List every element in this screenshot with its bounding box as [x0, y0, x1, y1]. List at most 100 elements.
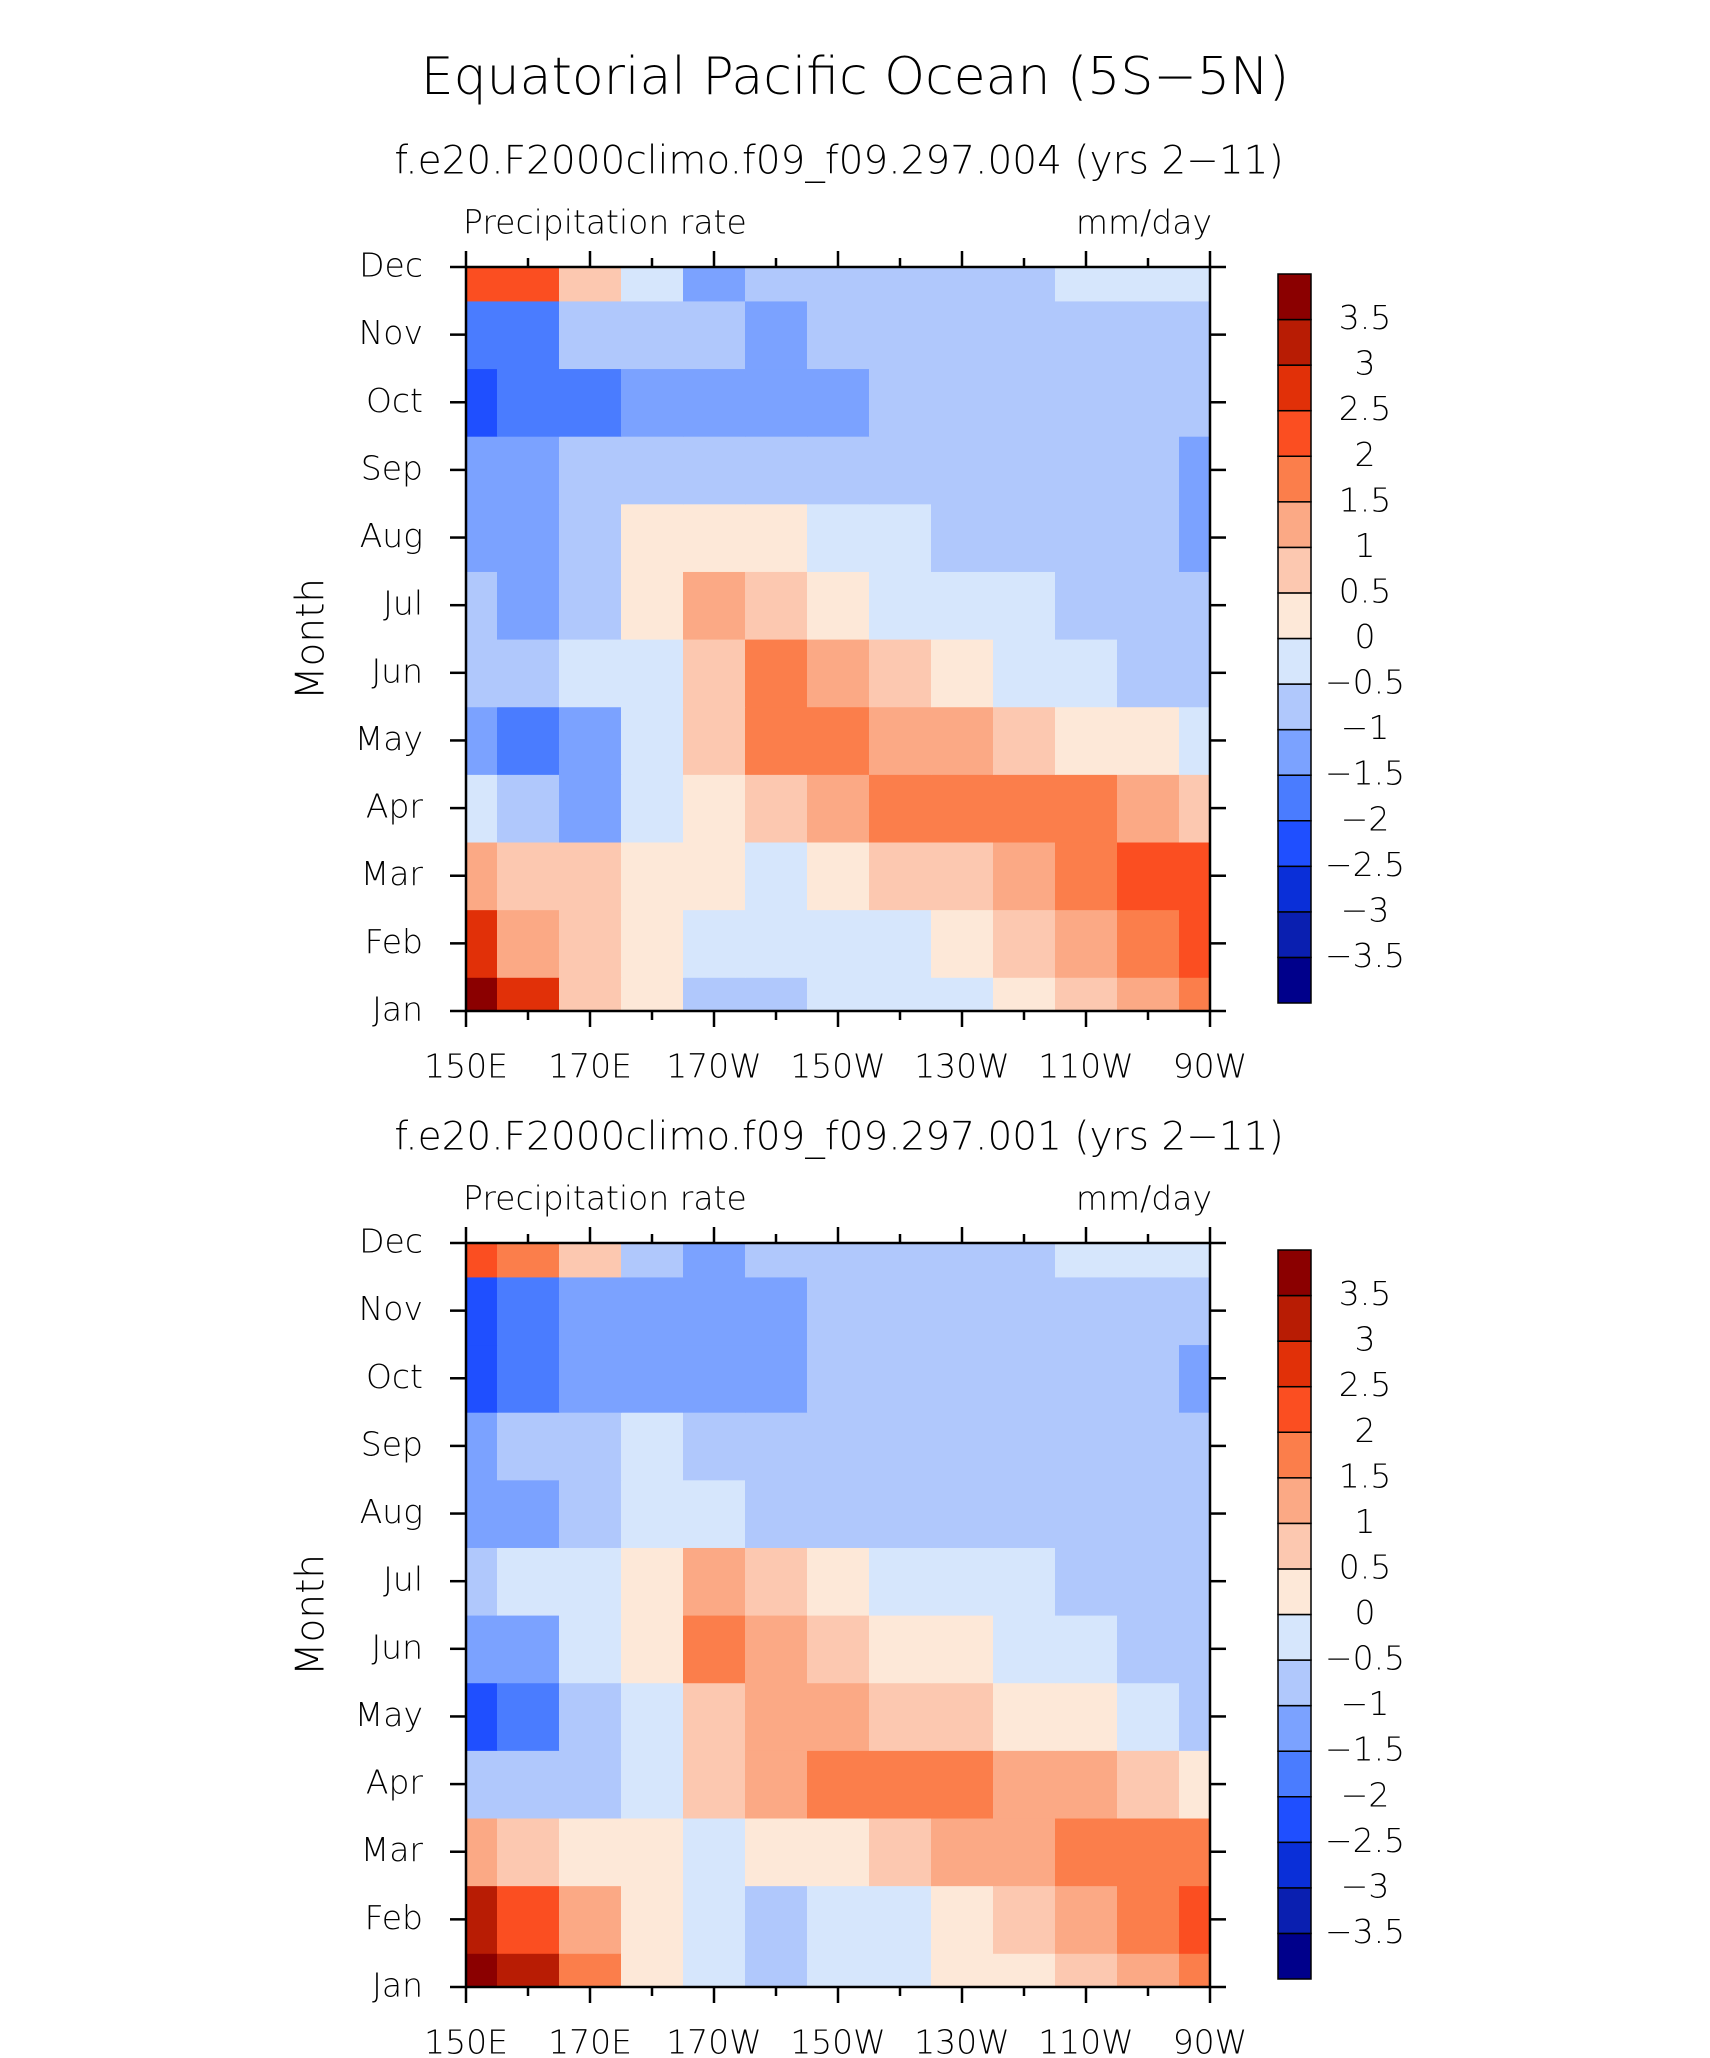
contour-cell [466, 977, 498, 1012]
contour-cell [466, 1953, 498, 1988]
colorbar-box [1277, 1340, 1312, 1388]
contour-cell [466, 571, 498, 640]
contour-cell [497, 1276, 560, 1346]
contour-cell [807, 1479, 870, 1548]
contour-cell [1179, 436, 1211, 505]
contour-cell [683, 706, 746, 775]
contour-cell [1179, 1243, 1211, 1278]
contour-cell [559, 368, 622, 437]
contour-cell [621, 571, 684, 640]
contour-cell [497, 368, 560, 437]
contour-cell [807, 1243, 870, 1278]
contour-cell [807, 977, 870, 1012]
contour-cell [993, 1243, 1056, 1278]
contour-cell [466, 1682, 498, 1751]
x-tick-label: 110W [1038, 1047, 1134, 1086]
x-tick-label: 150W [790, 2023, 886, 2058]
contour-cell [559, 436, 622, 505]
y-tick-label: Sep [361, 448, 423, 487]
contour-cell [559, 1344, 622, 1413]
contour-cell [559, 571, 622, 640]
contour-cell [1055, 267, 1118, 302]
contour-cell [1179, 639, 1211, 708]
contour-cell [993, 1479, 1056, 1548]
contour-cell [1055, 1344, 1118, 1413]
colorbar-label: 0 [1355, 617, 1376, 656]
colorbar-label: −1 [1341, 708, 1390, 747]
contour-cell [1055, 774, 1118, 843]
contour-cell [931, 977, 994, 1012]
colorbar-box [1277, 1704, 1312, 1752]
contour-cell [993, 300, 1056, 370]
contour-cell [931, 1682, 994, 1751]
colorbar-label: −0.5 [1325, 663, 1405, 702]
contour-cell [497, 909, 560, 978]
contour-cell [466, 368, 498, 437]
contour-cell [1179, 571, 1211, 640]
contour-cell [466, 1615, 498, 1684]
contour-cell [869, 571, 932, 640]
contour-cell [1055, 1479, 1118, 1548]
colorbar-box [1277, 1887, 1312, 1935]
contour-cell [621, 300, 684, 370]
contour-cell [1055, 1750, 1118, 1819]
contour-cell [1055, 1412, 1118, 1481]
contour-cell [683, 1953, 746, 1988]
contour-cell [1117, 706, 1180, 775]
contour-cell [559, 909, 622, 978]
contour-cell [621, 706, 684, 775]
contour-cell [931, 503, 994, 572]
contour-cell [497, 1750, 560, 1819]
contour-cell [931, 300, 994, 370]
contour-cell [559, 1547, 622, 1616]
contour-cell [1117, 267, 1180, 302]
contour-cell [745, 639, 808, 708]
contour-cell [1179, 368, 1211, 437]
y-tick-label: Oct [366, 1357, 423, 1396]
contour-cell [1055, 977, 1118, 1012]
contour-cell [993, 1817, 1056, 1887]
x-tick-label: 150E [424, 2023, 508, 2058]
contour-cell [621, 368, 684, 437]
contour-cell [869, 1479, 932, 1548]
contour-cell [807, 503, 870, 572]
contour-cell [869, 368, 932, 437]
figure-title: Equatorial Pacific Ocean (5S−5N) [421, 47, 1289, 107]
y-tick-label: Feb [365, 1898, 423, 1937]
contour-cell [1117, 1750, 1180, 1819]
colorbar-box [1277, 1750, 1312, 1798]
colorbar-box [1277, 728, 1312, 776]
colorbar-label: 0.5 [1339, 571, 1391, 610]
contour-cell [683, 1615, 746, 1684]
colorbar-label: 2.5 [1339, 1365, 1391, 1404]
contour-cell [497, 774, 560, 843]
colorbar-label: −2 [1341, 1775, 1390, 1814]
right-label: mm/day [1076, 1179, 1212, 1218]
contour-cell [621, 503, 684, 572]
y-tick-label: Dec [359, 246, 423, 285]
contour-cell [1179, 774, 1211, 843]
contour-cell [1117, 909, 1180, 978]
contour-cell [993, 1547, 1056, 1616]
contour-cell [1117, 977, 1180, 1012]
contour-cell [559, 706, 622, 775]
contour-cell [559, 1412, 622, 1481]
contour-cell [745, 571, 808, 640]
y-tick-label: Mar [361, 1830, 424, 1869]
contour-cell [993, 706, 1056, 775]
contour-cell [1055, 1243, 1118, 1278]
contour-cell [1055, 1547, 1118, 1616]
contour-cell [466, 706, 498, 775]
contour-cell [683, 267, 746, 302]
contour-cell [1117, 1344, 1180, 1413]
contour-cell [559, 977, 622, 1012]
contour-cell [807, 436, 870, 505]
contour-cell [1179, 841, 1211, 911]
contour-cell [497, 571, 560, 640]
contour-cell [466, 267, 498, 302]
contour-cell [1055, 639, 1118, 708]
colorbar-label: 1 [1355, 1502, 1376, 1541]
contour-cell [497, 1547, 560, 1616]
contour-cell [869, 1344, 932, 1413]
contour-cell [466, 436, 498, 505]
